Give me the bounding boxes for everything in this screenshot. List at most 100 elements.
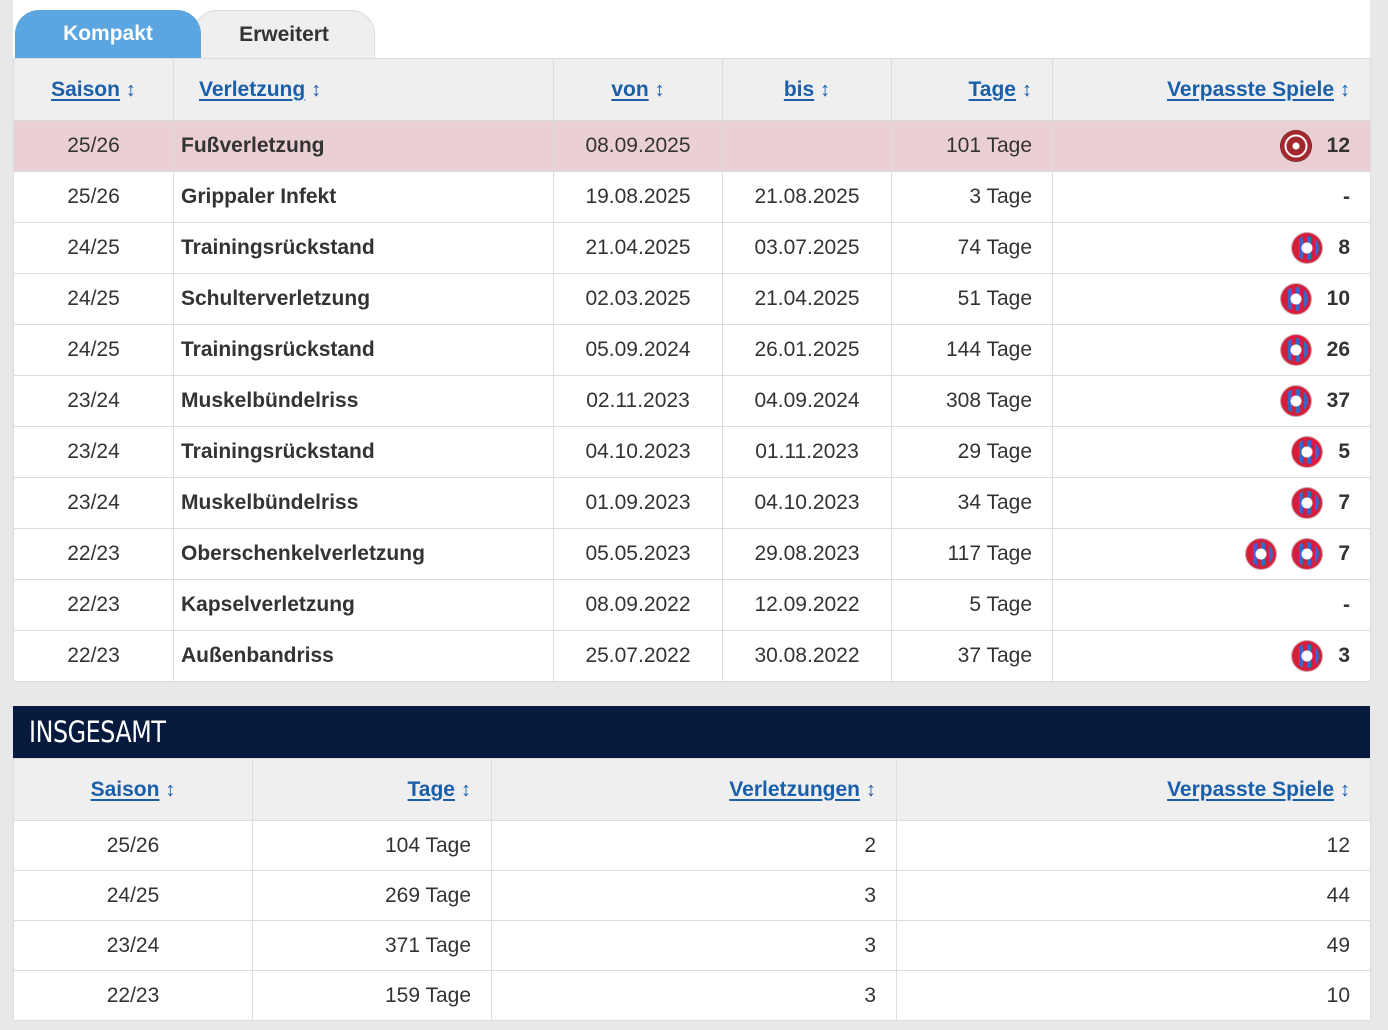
injury-count-cell: 3 [491,870,897,921]
bayern-logo-icon[interactable] [1292,437,1323,467]
days-cell: 101 Tage [891,120,1053,172]
bayern-logo-icon[interactable] [1246,539,1277,569]
from-date-cell: 08.09.2025 [553,120,723,172]
bayern-logo-icon[interactable] [1292,233,1323,263]
injury-cell: Schulterverletzung [173,273,554,325]
table-row: 24/25 Trainingsrückstand 05.09.2024 26.01.2… [13,324,1371,376]
missed-games-cell: 26 [1052,324,1371,376]
until-date-cell [722,120,892,172]
tab-erweitert[interactable]: Erweitert [193,10,375,58]
until-date-cell: 30.08.2022 [722,630,892,682]
sort-arrows-icon: ↕ [125,78,136,101]
table-row: 22/23 159 Tage 3 10 [13,970,1371,1021]
sort-totals-injuries-header[interactable]: Verletzungen ↕ [491,758,897,821]
missed-games-cell: 37 [1052,375,1371,427]
injury-cell: Außenbandriss [173,630,554,682]
injury-cell: Trainingsrückstand [173,324,554,376]
days-cell: 34 Tage [891,477,1053,529]
sort-arrows-icon: ↕ [461,778,471,801]
season-cell: 25/26 [13,820,253,871]
sort-arrows-icon: ↕ [866,778,876,801]
missed-games-cell: 10 [1052,273,1371,325]
injury-table: Saison ↕ Verletzung ↕ von ↕ bis ↕ Tage ↕ Verp… [13,58,1371,682]
days-cell: 104 Tage [252,820,492,871]
season-cell: 22/23 [13,970,253,1021]
table-row: 23/24 Trainingsrückstand 04.10.2023 01.11.2… [13,426,1371,478]
from-date-cell: 04.10.2023 [553,426,723,478]
days-cell: 37 Tage [891,630,1053,682]
missed-games-count: 12 [1326,134,1350,157]
sort-totals-missed-header[interactable]: Verpasste Spiele ↕ [896,758,1371,821]
sort-arrows-icon: ↕ [1340,78,1350,101]
table-row: 24/25 Schulterverletzung 02.03.2025 21.04.2… [13,273,1371,325]
season-cell: 23/24 [13,426,174,478]
sort-arrows-icon: ↕ [165,778,176,801]
from-date-cell: 01.09.2023 [553,477,723,529]
tab-kompakt[interactable]: Kompakt [15,10,201,58]
until-date-cell: 01.11.2023 [722,426,892,478]
sort-arrows-icon: ↕ [820,78,831,101]
sort-arrows-icon: ↕ [654,78,665,101]
missed-games-cell: - [1052,171,1371,223]
until-date-cell: 29.08.2023 [722,528,892,580]
sort-missed-header[interactable]: Verpasste Spiele ↕ [1052,58,1371,121]
totals-title: INSGESAMT [13,706,1370,758]
from-date-cell: 05.05.2023 [553,528,723,580]
table-row: 22/23 Außenbandriss 25.07.2022 30.08.2022 37… [13,630,1371,682]
days-cell: 5 Tage [891,579,1053,631]
injury-cell: Kapselverletzung [173,579,554,631]
season-cell: 24/25 [13,273,174,325]
season-cell: 24/25 [13,870,253,921]
sort-season-header[interactable]: Saison ↕ [13,58,174,121]
totals-table-header: Saison ↕ Tage ↕ Verletzungen ↕ Verpasste Sp… [13,758,1371,821]
injury-count-cell: 3 [491,920,897,971]
days-cell: 371 Tage [252,920,492,971]
sort-days-header[interactable]: Tage ↕ [891,58,1053,121]
from-date-cell: 25.07.2022 [553,630,723,682]
injury-count-cell: 2 [491,820,897,871]
until-date-cell: 26.01.2025 [722,324,892,376]
injury-cell: Muskelbündelriss [173,477,554,529]
season-cell: 24/25 [13,324,174,376]
bayern-logo-icon[interactable] [1292,488,1323,518]
totals-table: Saison ↕ Tage ↕ Verletzungen ↕ Verpasste Sp… [13,758,1371,1021]
until-date-cell: 12.09.2022 [722,579,892,631]
missed-games-cell: 8 [1052,222,1371,274]
nuernberg-logo-icon[interactable] [1280,131,1311,161]
injury-history-panel: Erweitert Kompakt Saison ↕ Verletzung ↕ vo… [13,0,1371,1030]
season-cell: 23/24 [13,375,174,427]
sort-arrows-icon: ↕ [311,78,322,101]
bayern-logo-icon[interactable] [1280,335,1311,365]
bayern-logo-icon[interactable] [1292,539,1323,569]
missed-games-cell: 3 [1052,630,1371,682]
until-date-cell: 04.10.2023 [722,477,892,529]
sort-arrows-icon: ↕ [1022,78,1032,101]
bayern-logo-icon[interactable] [1292,641,1323,671]
bayern-logo-icon[interactable] [1280,284,1311,314]
sort-from-header[interactable]: von ↕ [553,58,723,121]
days-cell: 117 Tage [891,528,1053,580]
missed-games-count: - [1343,185,1350,209]
season-cell: 23/24 [13,920,253,971]
days-cell: 3 Tage [891,171,1053,223]
sort-until-header[interactable]: bis ↕ [722,58,892,121]
sort-totals-days-header[interactable]: Tage ↕ [252,758,492,821]
days-cell: 74 Tage [891,222,1053,274]
missed-games-cell: 7 [1052,477,1371,529]
view-tabs: Erweitert Kompakt [13,0,1370,58]
missed-games-cell: 10 [896,970,1371,1021]
from-date-cell: 02.11.2023 [553,375,723,427]
table-row: 25/26 Fußverletzung 08.09.2025 101 Tage 12 [13,120,1371,172]
until-date-cell: 03.07.2025 [722,222,892,274]
sort-totals-season-header[interactable]: Saison ↕ [13,758,253,821]
missed-games-cell: 49 [896,920,1371,971]
injury-cell: Oberschenkelverletzung [173,528,554,580]
bayern-logo-icon[interactable] [1280,386,1311,416]
table-row: 22/23 Kapselverletzung 08.09.2022 12.09.202… [13,579,1371,631]
season-cell: 23/24 [13,477,174,529]
table-row: 25/26 Grippaler Infekt 19.08.2025 21.08.202… [13,171,1371,223]
missed-games-count: - [1343,593,1350,617]
table-row: 22/23 Oberschenkelverletzung 05.05.2023 29.… [13,528,1371,580]
missed-games-cell: 44 [896,870,1371,921]
sort-injury-header[interactable]: Verletzung ↕ [173,58,554,121]
